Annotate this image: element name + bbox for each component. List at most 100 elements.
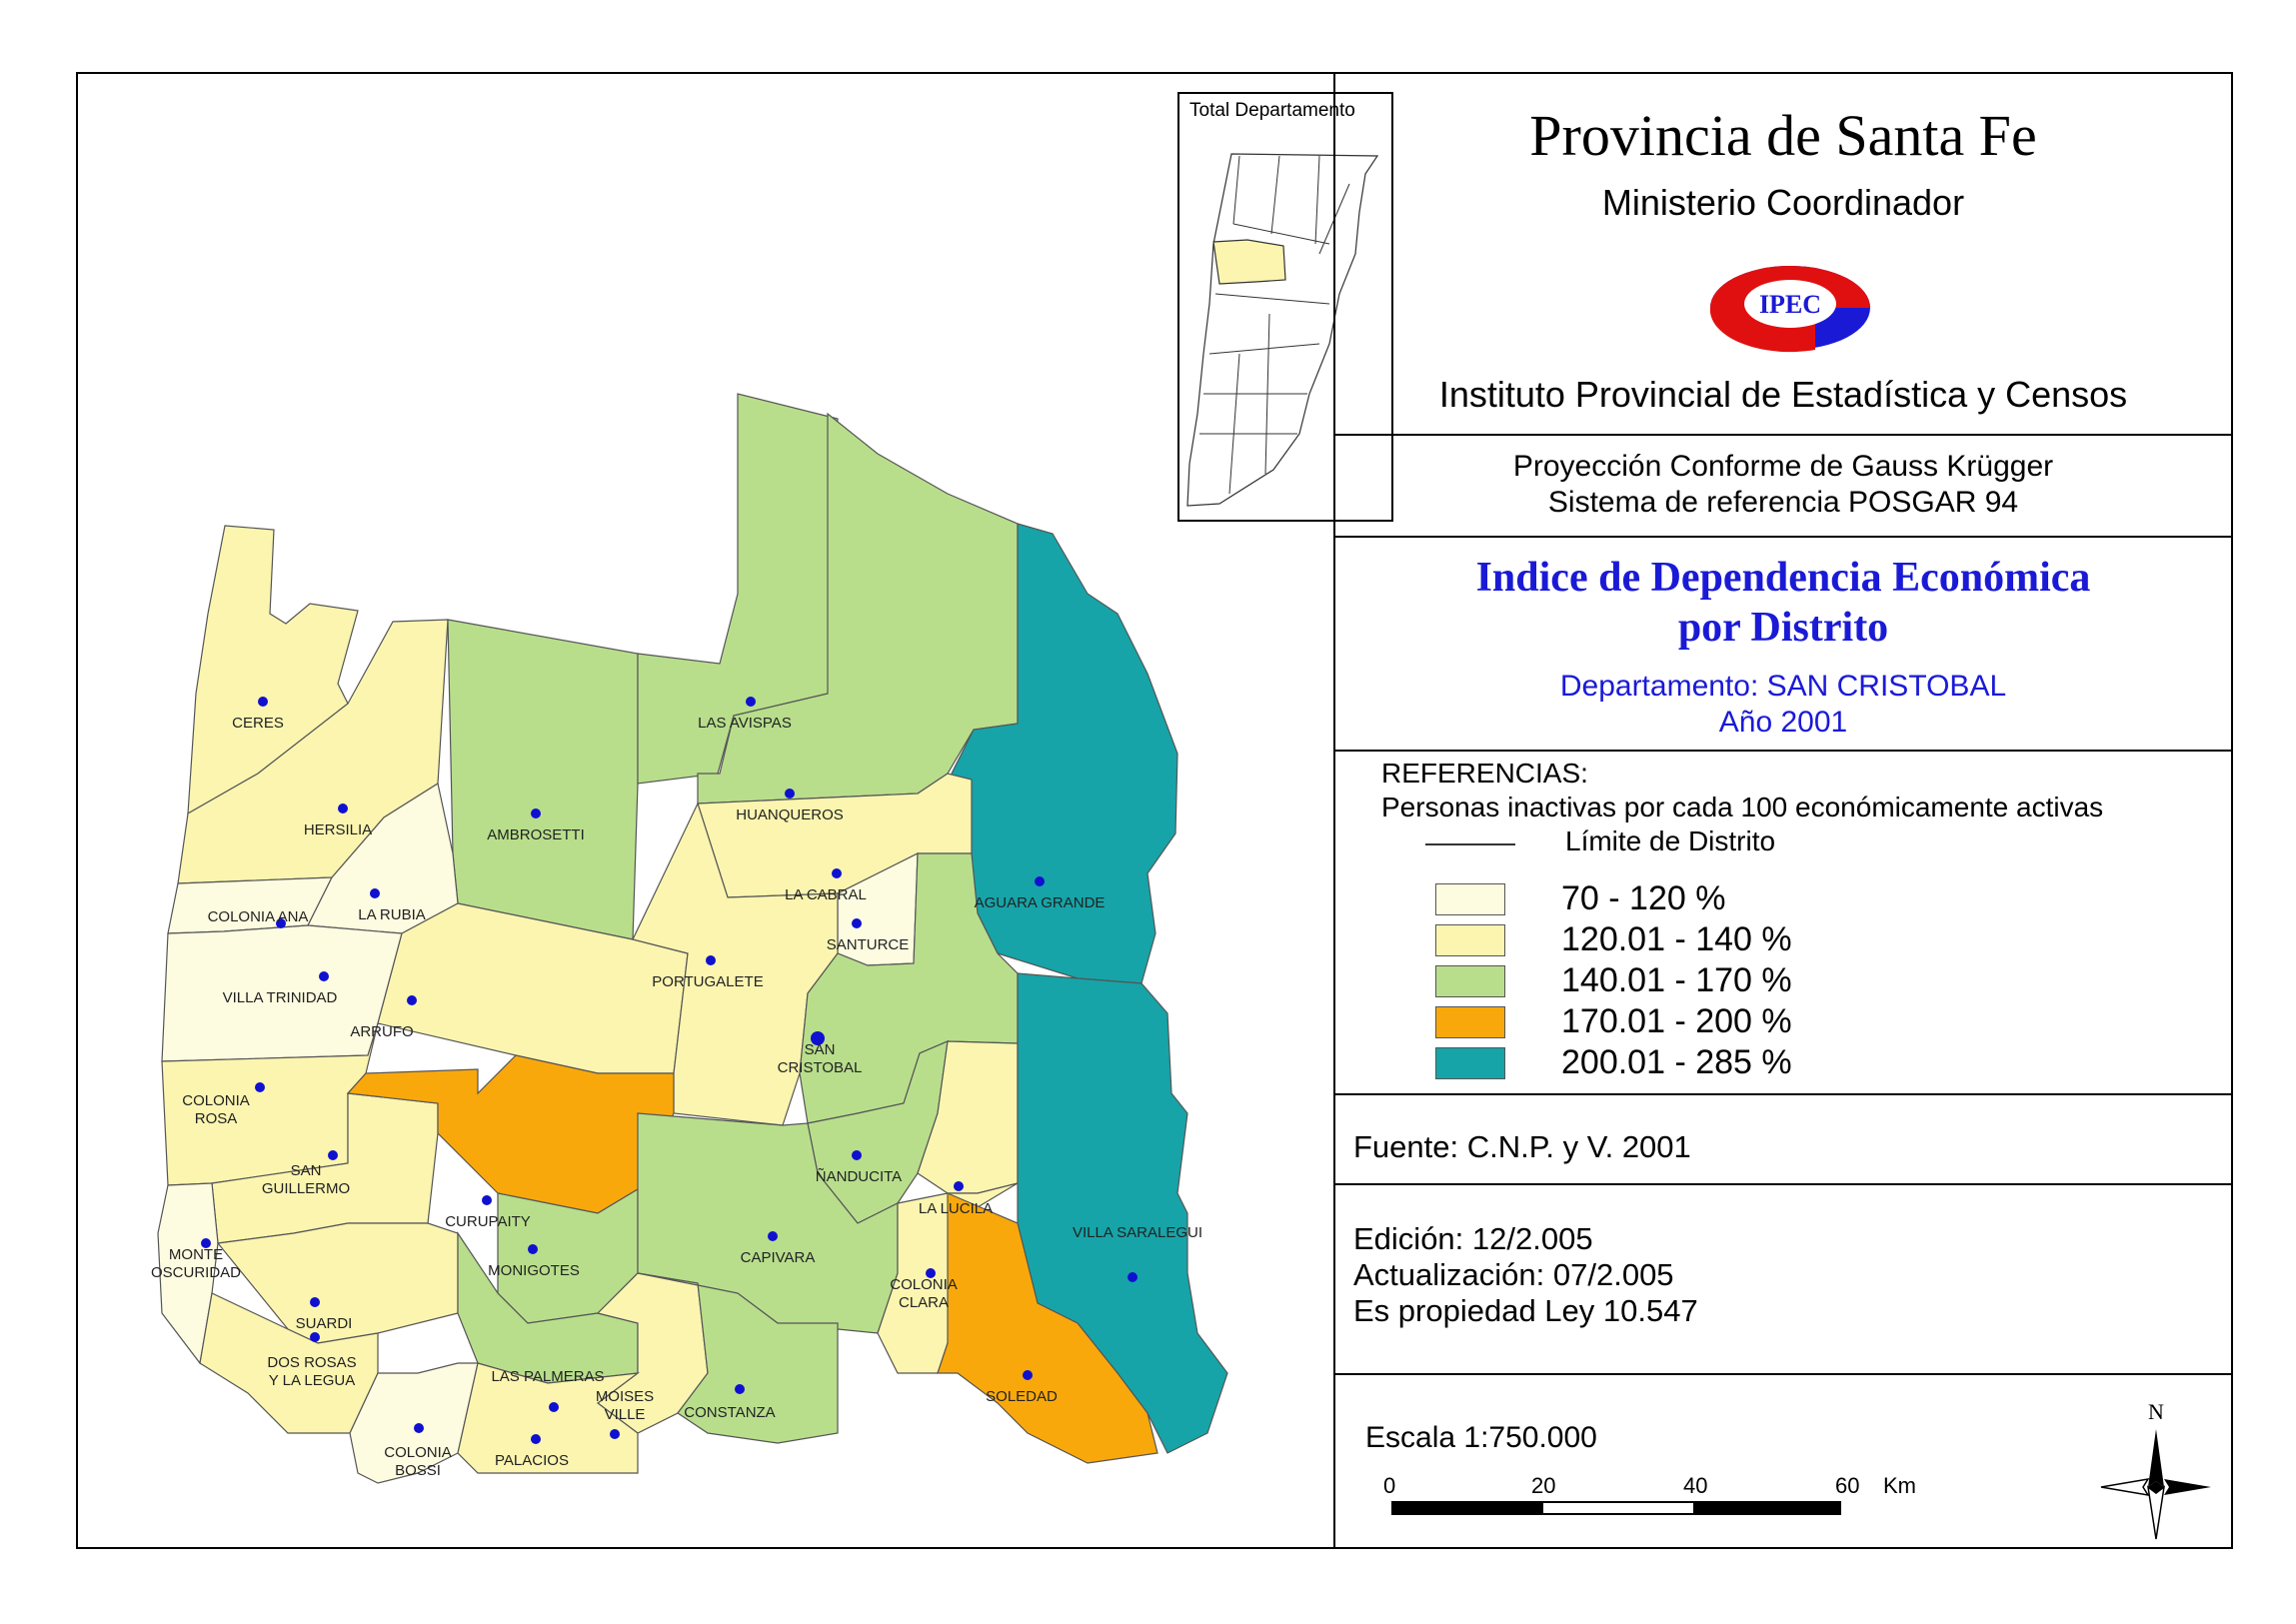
district-label: LA RUBIA: [358, 906, 426, 923]
district-seat-dot: [832, 868, 842, 878]
update-date: Actualización: 07/2.005: [1353, 1257, 1674, 1292]
district-seat-dot: [852, 918, 862, 928]
district-map: CERES HERSILIA AMBROSETTI LAS AVISPAS HUANQU…: [151, 393, 1228, 1484]
legend-swatch: [1435, 1006, 1505, 1038]
district-label: COLONIA CLARA: [890, 1276, 958, 1311]
legend-subtitle: Personas inactivas por cada 100 económic…: [1381, 792, 2104, 822]
district-label: LAS PALMERAS: [491, 1368, 604, 1385]
district-seat-dot: [276, 918, 286, 928]
legend-class-label: 120.01 - 140 %: [1561, 920, 1792, 958]
district-label: HUANQUEROS: [736, 807, 844, 823]
district-seat-dot: [811, 1031, 825, 1045]
district-label: PORTUGALETE: [652, 973, 763, 990]
year-label: Año 2001: [1718, 706, 1848, 739]
district-label: SUARDI: [296, 1315, 353, 1332]
map-title-line-2: por Distrito: [1677, 605, 1889, 651]
legend-heading: REFERENCIAS:: [1381, 758, 1588, 789]
scale-tick-label: 0: [1383, 1473, 1396, 1498]
edition-date: Edición: 12/2.005: [1353, 1221, 1593, 1256]
district-seat-dot: [201, 1238, 211, 1248]
district-seat-dot: [338, 804, 348, 813]
district-label: COLONIA BOSSI: [384, 1444, 452, 1479]
scale-tick-label: 20: [1531, 1473, 1556, 1498]
district-label: SAN GUILLERMO: [262, 1162, 350, 1197]
district-seat-dot: [407, 995, 417, 1005]
district-seat-dot: [528, 1244, 538, 1254]
district-label: COLONIA ROSA: [182, 1092, 250, 1127]
legend-class-label: 200.01 - 285 %: [1561, 1043, 1792, 1081]
ministry-name: Ministerio Coordinador: [1601, 182, 1965, 223]
district-label: MONIGOTES: [488, 1262, 580, 1279]
ipec-logo: IPEC: [1709, 266, 1870, 353]
district-seat-dot: [370, 888, 380, 898]
district-seat-dot: [785, 789, 795, 799]
district-label: SANTURCE: [827, 936, 910, 953]
district-label: CERES: [232, 715, 284, 732]
district-seat-dot: [746, 697, 756, 707]
district-label: AMBROSETTI: [487, 826, 585, 843]
district-label: PALACIOS: [495, 1452, 569, 1469]
district-ambrosetti: [447, 619, 639, 940]
district-aguara-grande: [951, 523, 1178, 984]
district-label: LA LUCILA: [919, 1200, 993, 1217]
district-label: VILLA TRINIDAD: [223, 989, 338, 1006]
district-seat-dot: [255, 1082, 265, 1092]
legend-class-label: 140.01 - 170 %: [1561, 961, 1792, 999]
district-label: LA CABRAL: [785, 886, 867, 903]
inset-province-outline: [1186, 153, 1379, 507]
map-province-title: Provincia de Santa Fe: [1529, 103, 2037, 168]
district-seat-dot: [549, 1402, 559, 1412]
district-label: COLONIA ANA: [208, 908, 309, 925]
district-palacios: [457, 1362, 641, 1474]
legend-boundary-label: Límite de Distrito: [1565, 825, 1776, 856]
district-seat-dot: [310, 1332, 320, 1342]
divider: [1335, 1183, 2231, 1185]
district-seat-dot: [926, 1268, 936, 1278]
district-label: CURUPAITY: [445, 1213, 531, 1230]
legend-class-label: 70 - 120 %: [1561, 879, 1726, 917]
property-law: Es propiedad Ley 10.547: [1353, 1293, 1698, 1328]
district-seat-dot: [310, 1297, 320, 1307]
district-seat-dot: [319, 971, 329, 981]
district-label: HERSILIA: [304, 821, 372, 838]
district-seat-dot: [414, 1423, 424, 1433]
district-seat-dot: [1035, 876, 1045, 886]
divider: [1335, 1093, 2231, 1095]
district-label: CONSTANZA: [684, 1404, 775, 1421]
district-seat-dot: [482, 1195, 492, 1205]
scale-unit: Km: [1883, 1473, 1916, 1498]
district-label: AGUARA GRANDE: [975, 894, 1106, 911]
legend-swatch: [1435, 883, 1505, 915]
district-soledad: [937, 1192, 1158, 1464]
north-arrow-icon: N: [2100, 1399, 2211, 1540]
legend-swatch: [1435, 924, 1505, 956]
scale-bar: [1391, 1501, 1841, 1515]
district-seat-dot: [1023, 1370, 1033, 1380]
map-title-line-1: Indice de Dependencia Económica: [1475, 555, 2091, 601]
district-seat-dot: [852, 1150, 862, 1160]
district-seat-dot: [735, 1384, 745, 1394]
divider: [1335, 750, 2231, 752]
district-label: SAN CRISTOBAL: [778, 1041, 863, 1076]
inset-title: Total Departamento: [1189, 100, 1355, 121]
district-label: CAPIVARA: [741, 1249, 816, 1266]
district-seat-dot: [531, 1434, 541, 1444]
scale-tick-label: 60: [1835, 1473, 1860, 1498]
divider: [1335, 536, 2231, 538]
legend-class-label: 170.01 - 200 %: [1561, 1002, 1792, 1040]
institute-name: Instituto Provincial de Estadística y Ce…: [1438, 374, 2128, 415]
svg-text:N: N: [2148, 1399, 2164, 1424]
logo-text: IPEC: [1759, 290, 1821, 319]
projection-line-2: Sistema de referencia POSGAR 94: [1547, 486, 2019, 519]
district-seat-dot: [328, 1150, 338, 1160]
projection-line-1: Proyección Conforme de Gauss Krügger: [1512, 450, 2054, 483]
district-label: VILLA SARALEGUI: [1073, 1224, 1202, 1241]
divider: [1335, 1373, 2231, 1375]
legend-swatch: [1435, 1047, 1505, 1079]
info-panel: Provincia de Santa Fe Ministerio Coordin…: [1333, 74, 2231, 1547]
district-label: MOISES VILLE: [596, 1388, 654, 1423]
district-seat-dot: [610, 1429, 620, 1439]
department-label: Departamento: SAN CRISTOBAL: [1559, 670, 2007, 703]
scale-tick-label: 40: [1683, 1473, 1708, 1498]
inset-highlight-department: [1212, 239, 1286, 285]
